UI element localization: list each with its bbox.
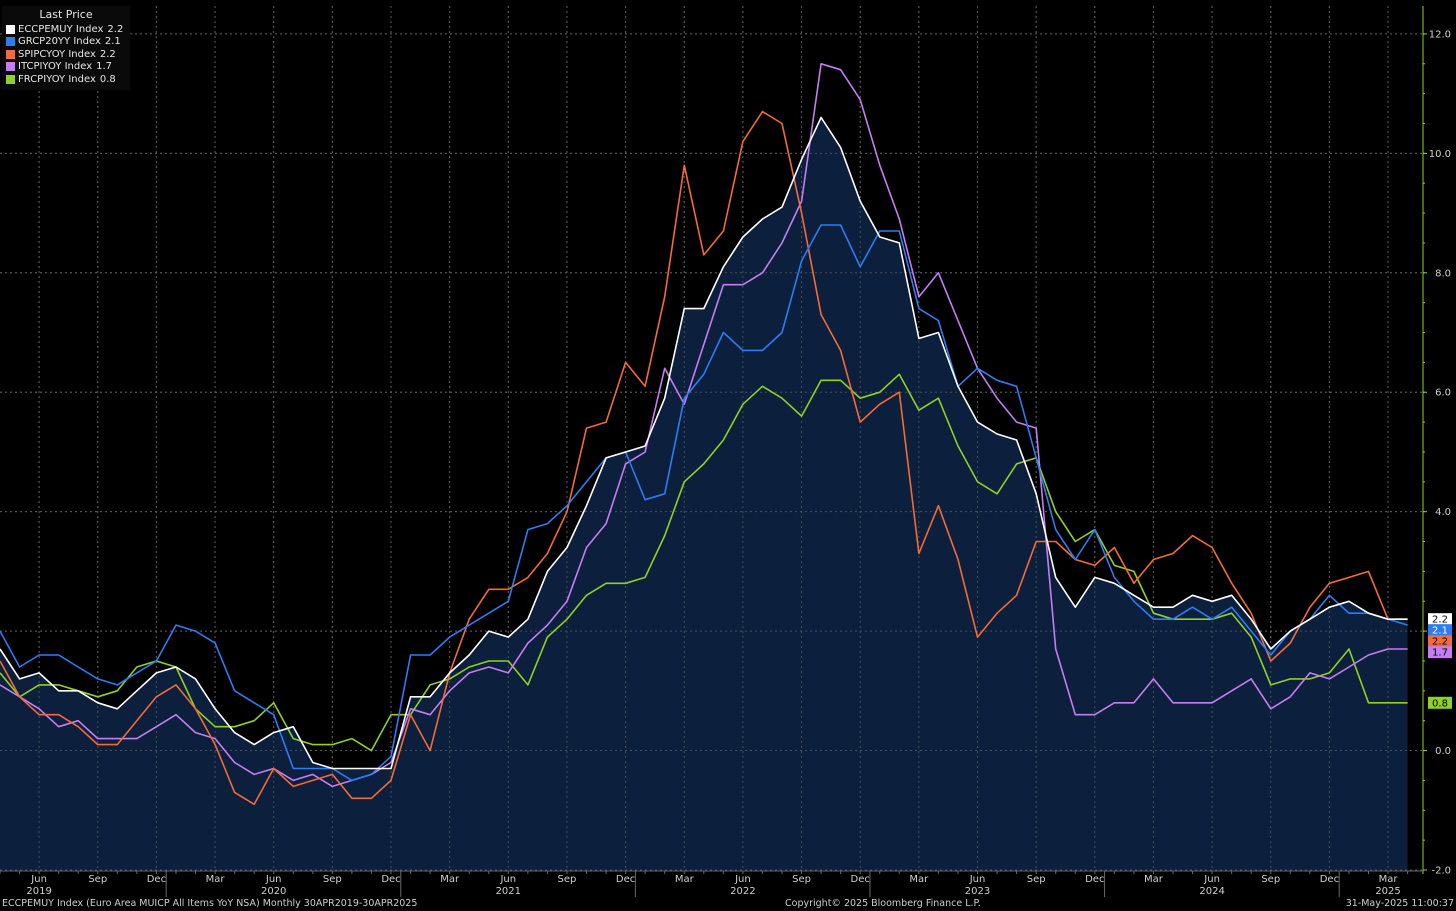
legend-swatch — [6, 74, 15, 84]
x-month-label: Jun — [969, 874, 986, 885]
x-month-label: Mar — [1379, 874, 1399, 885]
last-value-label: 2.2 — [1432, 615, 1448, 626]
legend-last-value: 2.1 — [104, 36, 121, 48]
footer-timestamp: 31-May-2025 11:00:37 — [1345, 898, 1454, 909]
x-month-label: Mar — [206, 874, 226, 885]
x-month-label: Jun — [499, 874, 516, 885]
x-axis: Jun Sep Dec Mar Jun Sep Dec Mar Jun Sep Dec Mar Jun S… — [0, 870, 1423, 897]
legend-series-name: GRCP20YY Index — [18, 36, 101, 48]
legend-entry: GRCP20YY Index 2.1 — [6, 36, 126, 49]
last-value-badge — [1428, 696, 1452, 709]
x-month-label: Mar — [675, 874, 695, 885]
legend-title: Last Price — [39, 8, 93, 21]
x-month-label: Sep — [323, 874, 342, 885]
footer-copyright: Copyright© 2025 Bloomberg Finance L.P. — [785, 898, 981, 909]
x-year-label: 2024 — [1199, 886, 1224, 897]
series-line-spipcyoy — [0, 110, 1408, 806]
last-value-labels: 2.22.12.21.70.8 — [1428, 613, 1452, 709]
last-value-label: 2.2 — [1432, 637, 1448, 648]
legend-series-name: SPIPCYOY Index — [18, 48, 96, 60]
x-month-label: Dec — [147, 874, 166, 885]
legend-last-value: 2.2 — [99, 48, 116, 60]
legend-last-value: 0.8 — [99, 73, 116, 85]
x-month-label: Dec — [381, 874, 400, 885]
x-month-label: Dec — [1320, 874, 1339, 885]
x-month-label: Jun — [1203, 874, 1220, 885]
legend-swatch — [6, 37, 15, 47]
x-month-label: Mar — [1144, 874, 1164, 885]
footer: ECCPEMUY Index (Euro Area MUICP All Item… — [0, 897, 1456, 911]
legend-series-name: ITCPIYOY Index — [18, 61, 93, 73]
y-tick-label: 8.0 — [1435, 268, 1451, 279]
x-year-label: 2020 — [261, 886, 286, 897]
series-line-grcp20yy — [0, 224, 1408, 782]
x-month-label: Dec — [1085, 874, 1104, 885]
last-value-label: 2.1 — [1432, 626, 1448, 637]
legend-entry: FRCPIYOY Index 0.8 — [6, 73, 126, 86]
legend-last-value: 2.2 — [107, 23, 124, 35]
y-tick-label: 0.0 — [1435, 746, 1451, 757]
y-axis: 12.010.08.06.04.02.00.0-2.0 — [1422, 6, 1451, 877]
series-line-itcpiyoy — [0, 62, 1408, 788]
x-month-label: Sep — [1261, 874, 1280, 885]
y-tick-label: 12.0 — [1429, 29, 1451, 40]
x-month-label: Mar — [440, 874, 460, 885]
last-value-badge — [1428, 646, 1452, 659]
x-month-label: Sep — [792, 874, 811, 885]
x-month-label: Jun — [265, 874, 282, 885]
x-month-label: Sep — [1027, 874, 1046, 885]
series-lines — [0, 62, 1408, 806]
x-month-label: Sep — [558, 874, 577, 885]
x-month-label: Jun — [30, 874, 47, 885]
y-tick-label: 6.0 — [1435, 388, 1451, 399]
legend-swatch — [6, 49, 15, 59]
area-fill — [0, 6, 1423, 871]
legend-series-name: FRCPIYOY Index — [18, 73, 96, 85]
legend-swatch — [6, 62, 15, 72]
legend-entry: ITCPIYOY Index 1.7 — [6, 61, 126, 74]
y-tick-label: 4.0 — [1435, 507, 1451, 518]
last-value-label: 1.7 — [1432, 648, 1448, 659]
x-month-label: Jun — [734, 874, 751, 885]
last-value-badge — [1428, 613, 1452, 626]
x-month-label: Dec — [851, 874, 870, 885]
x-month-label: Sep — [88, 874, 107, 885]
x-year-label: 2022 — [730, 886, 755, 897]
legend-entry: ECCPEMUY Index 2.2 — [6, 23, 126, 36]
x-year-label: 2025 — [1375, 886, 1400, 897]
legend-series-name: ECCPEMUY Index — [18, 23, 104, 35]
x-month-label: Dec — [616, 874, 635, 885]
x-year-label: 2023 — [965, 886, 990, 897]
last-value-badge — [1428, 624, 1452, 637]
x-year-label: 2019 — [26, 886, 51, 897]
y-tick-label: -2.0 — [1431, 866, 1451, 877]
last-value-label: 0.8 — [1432, 698, 1448, 709]
x-month-label: Mar — [909, 874, 929, 885]
legend-swatch — [6, 24, 15, 34]
legend-last-value: 1.7 — [96, 61, 113, 73]
footer-series-description: ECCPEMUY Index (Euro Area MUICP All Item… — [2, 898, 418, 909]
legend-entry: SPIPCYOY Index 2.2 — [6, 48, 126, 61]
last-value-badge — [1428, 635, 1452, 648]
y-tick-label: 10.0 — [1429, 149, 1451, 160]
series-line-eccpemuy — [0, 116, 1408, 770]
legend: Last Price ECCPEMUY Index 2.2 GRCP20YY Ind… — [2, 6, 130, 90]
area-fill-eccpemuy — [0, 117, 1408, 870]
x-year-label: 2021 — [496, 886, 521, 897]
